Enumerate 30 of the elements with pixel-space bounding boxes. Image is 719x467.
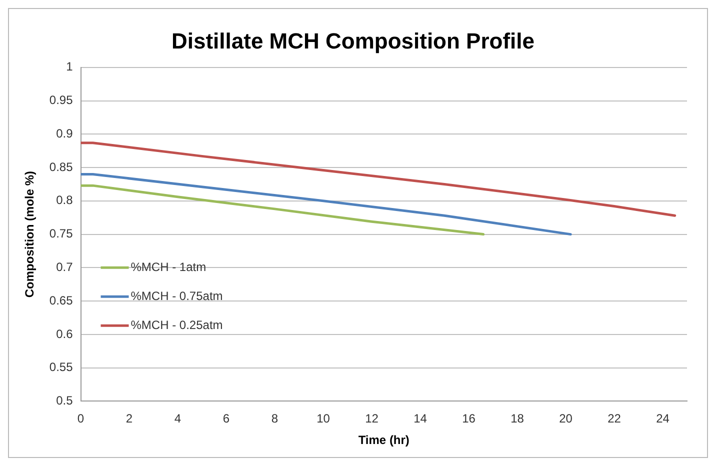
y-tick-label: 0.9	[56, 126, 74, 140]
y-tick-label: 0.7	[56, 260, 74, 274]
legend-label: %MCH - 1atm	[130, 260, 206, 274]
x-tick-label: 2	[126, 412, 133, 426]
y-tick-label: 0.85	[49, 160, 74, 174]
x-tick-label: 22	[608, 412, 622, 426]
x-tick-label: 0	[77, 412, 84, 426]
y-tick-label: 0.8	[56, 193, 74, 208]
y-tick-label: 0.95	[49, 93, 74, 108]
y-tick-label: 0.6	[56, 326, 74, 341]
y-axis-title: Composition (mole %)	[22, 170, 37, 298]
chart-title: Distillate MCH Composition Profile	[171, 28, 535, 54]
x-tick-label: 24	[656, 412, 670, 426]
y-tick-label: 0.65	[49, 293, 74, 308]
x-tick-label: 14	[414, 412, 428, 426]
y-tick-label: 0.75	[49, 226, 74, 241]
x-tick-label: 20	[559, 412, 573, 426]
legend-label: %MCH - 0.75atm	[130, 288, 223, 303]
y-tick-label: 0.55	[49, 360, 74, 374]
x-tick-label: 6	[222, 412, 230, 426]
x-tick-label: 12	[365, 412, 379, 426]
legend-label: %MCH - 0.25atm	[130, 318, 223, 332]
x-axis-title: Time (hr)	[358, 433, 410, 448]
x-tick-label: 4	[174, 412, 182, 426]
x-tick-label: 8	[271, 412, 278, 426]
y-tick-label: 0.5	[56, 394, 74, 408]
x-tick-label: 10	[316, 412, 330, 426]
x-tick-label: 18	[510, 412, 524, 426]
y-tick-label: 1	[66, 60, 74, 74]
x-tick-label: 16	[462, 412, 476, 426]
